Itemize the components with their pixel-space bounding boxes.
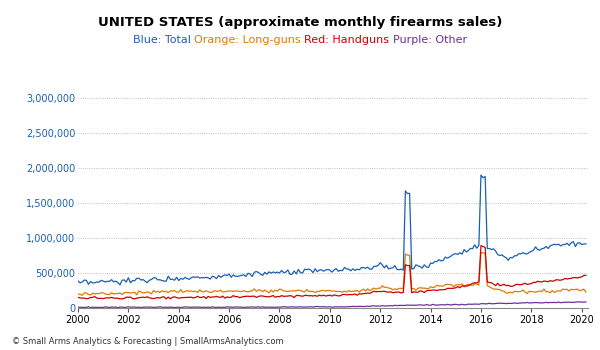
Text: Orange: Long-guns: Orange: Long-guns xyxy=(194,35,304,45)
Text: Blue: Total: Blue: Total xyxy=(133,35,194,45)
Text: UNITED STATES (approximate monthly firearms sales): UNITED STATES (approximate monthly firea… xyxy=(98,16,502,29)
Text: Red: Handguns: Red: Handguns xyxy=(304,35,393,45)
Text: © Small Arms Analytics & Forecasting | SmallArmsAnalytics.com: © Small Arms Analytics & Forecasting | S… xyxy=(12,337,284,346)
Text: Purple: Other: Purple: Other xyxy=(393,35,467,45)
